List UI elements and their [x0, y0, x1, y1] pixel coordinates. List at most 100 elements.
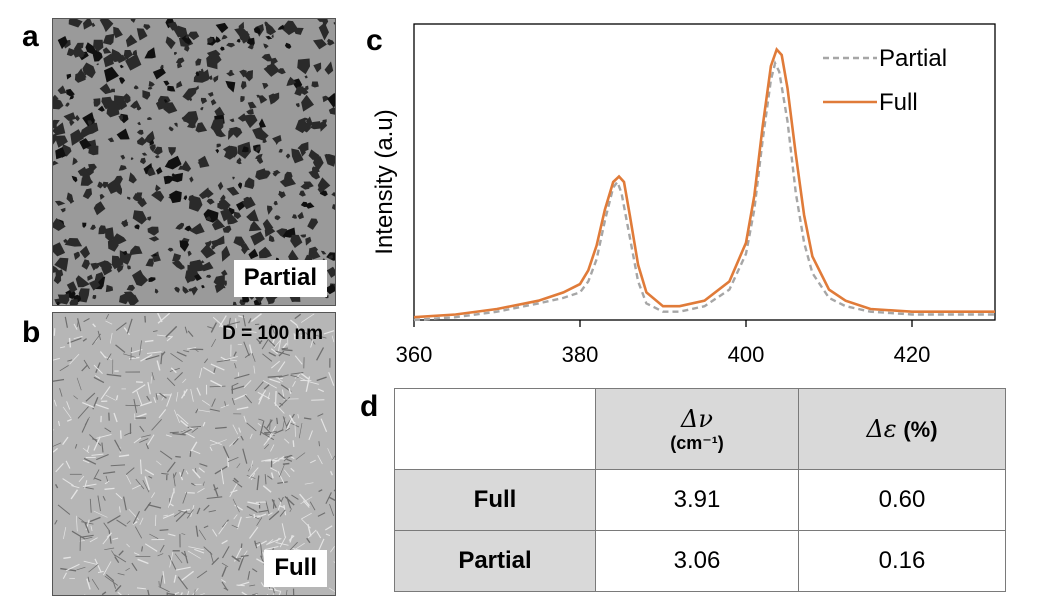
crack-texture — [74, 443, 78, 449]
void-grain — [207, 91, 214, 97]
void-grain — [147, 167, 156, 177]
crack-texture — [83, 359, 90, 370]
crack-texture — [246, 475, 256, 479]
crack-texture — [159, 392, 167, 399]
crack-texture — [102, 534, 111, 545]
row-label-full: Full — [394, 469, 596, 531]
crack-texture — [181, 508, 191, 512]
crack-texture — [286, 417, 293, 431]
void-grain — [242, 295, 250, 303]
void-grain — [63, 112, 76, 121]
crack-texture — [279, 402, 284, 406]
crack-texture — [170, 367, 177, 374]
void-grain — [226, 71, 235, 77]
void-grain — [215, 149, 220, 154]
crack-texture — [232, 479, 243, 488]
crack-texture — [189, 451, 192, 457]
crack-texture — [294, 421, 296, 437]
crack-texture — [73, 335, 83, 340]
crack-texture — [104, 480, 110, 485]
void-grain — [239, 243, 250, 251]
crack-texture — [191, 427, 199, 433]
crack-texture — [309, 459, 316, 464]
crack-texture — [166, 335, 173, 342]
void-grain — [236, 159, 242, 165]
void-grain — [160, 64, 164, 69]
crack-texture — [82, 447, 90, 454]
crack-texture — [151, 419, 162, 431]
crack-texture — [144, 469, 155, 476]
crack-texture — [63, 556, 71, 559]
crack-texture — [65, 563, 80, 572]
void-grain — [136, 136, 147, 146]
void-grain — [147, 226, 159, 236]
crack-texture — [116, 519, 127, 527]
crack-texture — [257, 422, 262, 427]
void-grain — [247, 44, 254, 50]
void-grain — [311, 81, 319, 88]
void-grain — [210, 239, 222, 248]
cell-partial-dnu: 3.06 — [595, 530, 799, 592]
crack-texture — [85, 536, 93, 540]
crack-texture — [125, 404, 141, 407]
crack-texture — [259, 431, 275, 441]
crack-texture — [180, 430, 186, 433]
void-grain — [134, 224, 140, 230]
crack-texture — [73, 323, 78, 330]
void-grain — [69, 299, 79, 305]
crack-texture — [300, 330, 306, 337]
void-grain — [241, 146, 249, 153]
crack-texture — [181, 430, 195, 439]
void-grain — [210, 99, 217, 106]
crack-texture — [161, 351, 166, 356]
void-grain — [129, 245, 143, 256]
void-grain — [324, 154, 335, 167]
void-grain — [98, 225, 107, 235]
void-grain — [197, 69, 210, 82]
crack-texture — [242, 314, 246, 327]
crack-texture — [236, 463, 241, 469]
crack-texture — [114, 556, 120, 564]
crack-texture — [284, 495, 295, 506]
crack-texture — [221, 562, 229, 568]
void-grain — [278, 190, 284, 197]
void-grain — [132, 49, 138, 56]
crack-texture — [285, 589, 288, 595]
crack-texture — [233, 477, 239, 483]
crack-texture — [237, 555, 245, 571]
void-grain — [152, 67, 166, 80]
void-grain — [149, 139, 155, 146]
void-grain — [200, 107, 204, 111]
crack-texture — [202, 421, 206, 427]
crack-texture — [90, 525, 93, 531]
crack-texture — [67, 359, 73, 362]
crack-texture — [166, 377, 176, 387]
crack-texture — [105, 313, 110, 320]
void-grain — [185, 35, 189, 39]
crack-texture — [297, 375, 307, 382]
void-grain — [187, 31, 200, 41]
crack-texture — [270, 472, 274, 479]
crack-texture — [136, 587, 146, 590]
void-grain — [176, 80, 183, 89]
crack-texture — [256, 475, 260, 491]
void-grain — [57, 36, 68, 50]
crack-texture — [187, 550, 201, 559]
crack-texture — [53, 429, 55, 431]
void-grain — [174, 51, 177, 56]
crack-texture — [190, 389, 194, 402]
crack-texture — [93, 376, 105, 384]
crack-texture — [288, 387, 292, 395]
crack-texture — [139, 340, 142, 356]
void-grain — [104, 227, 115, 243]
crack-texture — [276, 417, 279, 425]
void-grain — [87, 122, 99, 135]
crack-texture — [240, 554, 249, 558]
crack-texture — [224, 401, 227, 407]
crack-texture — [84, 480, 88, 489]
void-grain — [327, 92, 335, 108]
void-grain — [318, 22, 329, 41]
crack-texture — [125, 567, 130, 572]
legend-label-full: Full — [879, 89, 918, 116]
void-grain — [271, 33, 274, 38]
